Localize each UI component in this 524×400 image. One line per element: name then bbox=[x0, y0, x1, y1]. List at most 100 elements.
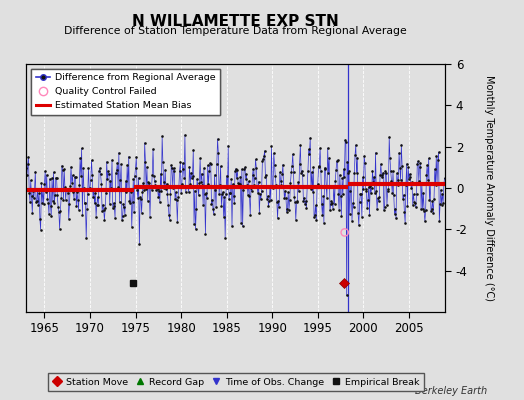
Point bbox=[115, 150, 123, 156]
Point bbox=[57, 195, 66, 201]
Point bbox=[191, 188, 199, 194]
Point bbox=[203, 162, 212, 168]
Point bbox=[246, 212, 255, 218]
Point bbox=[201, 230, 210, 237]
Point bbox=[425, 197, 434, 203]
Point bbox=[353, 154, 362, 161]
Point bbox=[330, 183, 338, 190]
Point bbox=[274, 198, 282, 204]
Point bbox=[421, 207, 430, 213]
Point bbox=[308, 188, 316, 195]
Point bbox=[66, 201, 74, 208]
Point bbox=[60, 166, 68, 173]
Point bbox=[280, 195, 289, 202]
Point bbox=[162, 180, 171, 187]
Point bbox=[335, 206, 343, 213]
Point bbox=[256, 190, 264, 197]
Point bbox=[431, 182, 440, 188]
Point bbox=[319, 193, 328, 200]
Point bbox=[232, 166, 240, 172]
Point bbox=[362, 186, 370, 192]
Point bbox=[293, 197, 301, 204]
Point bbox=[272, 198, 281, 205]
Point bbox=[278, 171, 286, 177]
Point bbox=[180, 174, 188, 181]
Point bbox=[122, 188, 130, 195]
Point bbox=[247, 188, 256, 194]
Point bbox=[234, 180, 242, 186]
Point bbox=[394, 176, 402, 183]
Point bbox=[276, 169, 284, 176]
Point bbox=[200, 165, 208, 171]
Point bbox=[159, 159, 167, 165]
Point bbox=[326, 207, 334, 214]
Point bbox=[396, 176, 405, 183]
Point bbox=[365, 212, 374, 218]
Point bbox=[369, 179, 377, 186]
Point bbox=[117, 161, 125, 167]
Point bbox=[225, 189, 234, 196]
Point bbox=[140, 140, 149, 146]
Point bbox=[45, 211, 53, 217]
Point bbox=[216, 181, 224, 188]
Point bbox=[424, 177, 432, 184]
Point bbox=[257, 188, 266, 194]
Point bbox=[52, 174, 61, 181]
Point bbox=[315, 162, 323, 169]
Point bbox=[380, 203, 389, 210]
Point bbox=[277, 181, 286, 188]
Point bbox=[440, 180, 448, 186]
Point bbox=[269, 150, 278, 156]
Point bbox=[298, 168, 306, 174]
Point bbox=[388, 190, 397, 196]
Point bbox=[173, 219, 181, 225]
Point bbox=[22, 164, 30, 171]
Point bbox=[108, 205, 117, 211]
Point bbox=[84, 165, 93, 171]
Point bbox=[114, 184, 122, 190]
Point bbox=[118, 213, 127, 220]
Point bbox=[428, 198, 436, 204]
Point bbox=[44, 200, 52, 206]
Point bbox=[96, 171, 105, 178]
Point bbox=[341, 229, 349, 236]
Point bbox=[377, 161, 385, 167]
Point bbox=[174, 184, 183, 190]
Point bbox=[233, 167, 242, 173]
Point bbox=[156, 199, 164, 205]
Point bbox=[220, 213, 228, 220]
Point bbox=[329, 206, 337, 212]
Point bbox=[176, 159, 184, 165]
Point bbox=[310, 214, 318, 220]
Point bbox=[230, 193, 238, 199]
Point bbox=[42, 189, 50, 196]
Point bbox=[314, 180, 322, 187]
Point bbox=[356, 190, 365, 197]
Point bbox=[151, 182, 159, 188]
Point bbox=[93, 202, 101, 208]
Point bbox=[230, 199, 238, 206]
Point bbox=[137, 196, 145, 202]
Point bbox=[70, 196, 78, 202]
Point bbox=[324, 170, 333, 176]
Point bbox=[69, 188, 78, 195]
Point bbox=[412, 190, 421, 197]
Point bbox=[81, 200, 89, 206]
Point bbox=[326, 201, 335, 207]
Point bbox=[352, 170, 361, 176]
Point bbox=[220, 194, 228, 200]
Point bbox=[377, 174, 386, 180]
Point bbox=[218, 191, 226, 198]
Point bbox=[282, 209, 291, 215]
Point bbox=[313, 184, 321, 190]
Point bbox=[343, 159, 352, 165]
Point bbox=[291, 216, 300, 223]
Point bbox=[386, 155, 394, 162]
Point bbox=[73, 189, 81, 195]
Point bbox=[64, 216, 73, 222]
Point bbox=[179, 160, 187, 166]
Point bbox=[198, 170, 206, 177]
Point bbox=[106, 178, 115, 184]
Point bbox=[400, 209, 409, 216]
Point bbox=[255, 210, 264, 216]
